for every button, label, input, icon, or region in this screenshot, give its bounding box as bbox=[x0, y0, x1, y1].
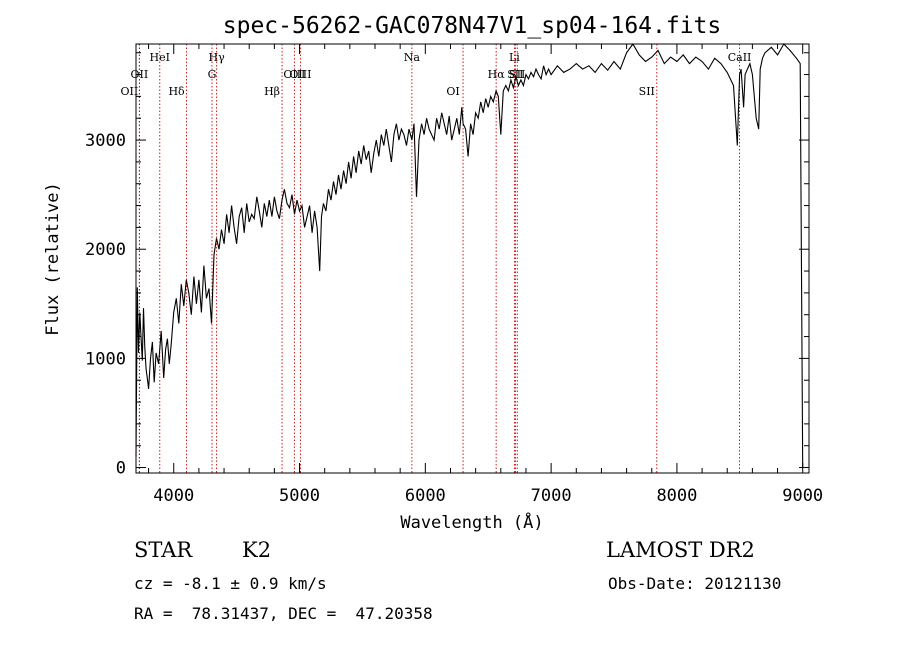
x-tick-label: 4000 bbox=[153, 486, 194, 506]
y-tick-label: 0 bbox=[116, 459, 126, 479]
x-tick-label: 6000 bbox=[405, 486, 446, 506]
y-tick-label: 2000 bbox=[85, 240, 126, 260]
object-subclass: K2 bbox=[242, 538, 272, 562]
line-label: CaII bbox=[728, 51, 752, 64]
line-label: OIII bbox=[289, 68, 311, 81]
x-tick-label: 8000 bbox=[656, 486, 697, 506]
line-label: Li bbox=[509, 51, 520, 64]
line-label: G bbox=[208, 68, 217, 81]
line-label: SII bbox=[509, 68, 525, 81]
line-label: HeI bbox=[150, 51, 170, 64]
line-label: Hγ bbox=[209, 51, 226, 64]
coordinates-readout: RA = 78.31437, DEC = 47.20358 bbox=[134, 604, 433, 623]
spectral-line-markers: OIIOIIHeIHδGHγHβOIIIOIIINaOIHαSIILiSIISI… bbox=[121, 44, 752, 473]
line-label: SII bbox=[507, 68, 523, 81]
line-label: OI bbox=[446, 85, 459, 98]
observation-date: Obs-Date: 20121130 bbox=[608, 574, 782, 593]
object-type: STAR bbox=[134, 538, 193, 562]
axis-ticks: 4000 5000 6000 7000 8000 9000 0 1000 2000 3000 bbox=[85, 44, 823, 506]
line-label: OIII bbox=[283, 68, 305, 81]
survey-name: LAMOST DR2 bbox=[606, 538, 755, 562]
velocity-readout: cz = -8.1 ± 0.9 km/s bbox=[134, 574, 327, 593]
y-tick-label: 1000 bbox=[85, 349, 126, 369]
chart-title: spec-56262-GAC078N47V1_sp04-164.fits bbox=[223, 13, 722, 39]
y-tick-label: 3000 bbox=[85, 131, 126, 151]
line-label: OII bbox=[121, 85, 139, 98]
x-tick-label: 9000 bbox=[782, 486, 823, 506]
line-label: Hδ bbox=[168, 85, 185, 98]
x-tick-label: 7000 bbox=[531, 486, 572, 506]
x-tick-label: 5000 bbox=[279, 486, 320, 506]
line-label: Na bbox=[404, 51, 421, 64]
spectrum-chart: spec-56262-GAC078N47V1_sp04-164.fits OII… bbox=[43, 13, 823, 533]
line-label: SII bbox=[639, 85, 655, 98]
line-label: Hβ bbox=[264, 85, 280, 98]
line-label: Hα bbox=[488, 68, 506, 81]
y-axis-label: Flux (relative) bbox=[43, 182, 63, 336]
spectrum-series bbox=[135, 42, 804, 468]
x-axis-label: Wavelength (Å) bbox=[400, 511, 543, 533]
plot-frame bbox=[135, 43, 810, 474]
